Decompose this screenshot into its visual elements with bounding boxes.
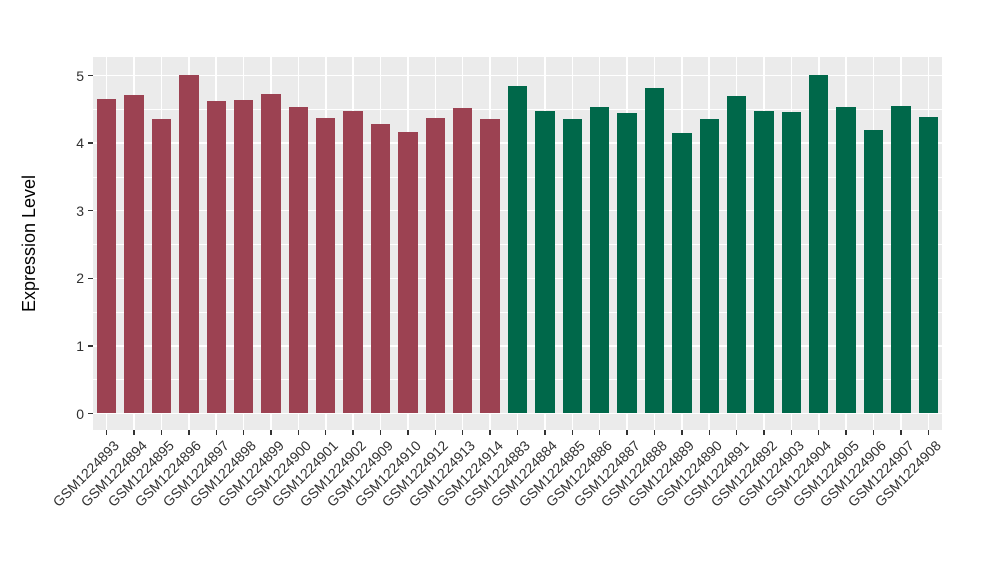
x-tick-mark: [927, 430, 929, 435]
y-tick-mark: [88, 412, 93, 415]
x-tick-mark: [571, 430, 573, 435]
x-tick-mark: [872, 430, 875, 435]
bar-GSM1224887: [617, 112, 637, 414]
x-tick-mark: [489, 430, 491, 435]
y-tick-mark: [88, 142, 93, 144]
x-tick-mark: [516, 430, 519, 435]
bar-GSM1224910: [398, 132, 418, 414]
bar-GSM1224895: [151, 118, 172, 414]
x-tick-mark: [105, 430, 108, 435]
y-axis-title-container: Expression Level: [12, 57, 48, 430]
y-axis-title: Expression Level: [19, 174, 40, 313]
x-tick-mark: [681, 430, 683, 435]
x-tick-mark: [900, 430, 902, 435]
x-tick-mark: [845, 430, 847, 435]
bar-GSM1224899: [261, 94, 281, 414]
x-tick-mark: [188, 430, 190, 435]
bar-GSM1224901: [316, 118, 336, 414]
bar-GSM1224914: [480, 118, 500, 414]
y-tick-label: 3: [76, 202, 84, 219]
x-tick-mark: [598, 430, 601, 435]
x-tick-mark: [215, 430, 217, 435]
bar-GSM1224909: [370, 124, 391, 414]
x-tick-mark: [462, 430, 464, 435]
bar-GSM1224896: [179, 74, 199, 414]
bar-GSM1224897: [206, 101, 226, 414]
x-tick-mark: [352, 430, 354, 435]
x-tick-mark: [653, 430, 656, 435]
x-tick-mark: [297, 430, 300, 435]
bar-GSM1224904: [809, 74, 829, 414]
y-tick-label: 5: [76, 67, 84, 84]
x-tick-mark: [325, 430, 327, 435]
bar-GSM1224883: [507, 86, 528, 414]
bar-GSM1224891: [726, 96, 747, 414]
y-tick-label: 1: [76, 337, 84, 354]
bar-GSM1224905: [836, 107, 856, 414]
bar-GSM1224888: [644, 87, 665, 414]
bar-GSM1224894: [124, 95, 144, 414]
y-tick-label: 2: [76, 270, 84, 287]
x-tick-mark: [434, 430, 437, 435]
bar-GSM1224908: [918, 117, 938, 414]
x-tick-mark: [379, 430, 382, 435]
x-tick-mark: [270, 430, 272, 435]
bar-GSM1224889: [672, 132, 692, 414]
bar-GSM1224912: [425, 118, 446, 414]
bar-GSM1224893: [96, 99, 117, 414]
x-tick-mark: [407, 430, 409, 435]
x-tick-mark: [242, 430, 245, 435]
bar-GSM1224906: [863, 130, 884, 414]
x-tick-mark: [735, 430, 738, 435]
x-tick-mark: [544, 430, 546, 435]
bar-GSM1224890: [699, 118, 719, 414]
y-tick-mark: [88, 345, 93, 347]
x-tick-mark: [818, 430, 820, 435]
y-tick-mark: [88, 277, 93, 279]
bar-GSM1224907: [891, 105, 911, 414]
bar-GSM1224884: [535, 110, 555, 414]
bar-GSM1224900: [288, 106, 309, 414]
x-tick-mark: [133, 430, 135, 435]
y-tick-label: 0: [76, 405, 84, 422]
x-tick-mark: [790, 430, 793, 435]
x-tick-mark: [708, 430, 710, 435]
bar-GSM1224913: [453, 107, 473, 414]
x-tick-mark: [626, 430, 628, 435]
x-tick-mark: [763, 430, 765, 435]
y-tick-mark: [88, 74, 93, 77]
bar-GSM1224892: [754, 110, 774, 414]
bar-GSM1224903: [781, 112, 802, 414]
bar-GSM1224885: [562, 118, 582, 414]
x-tick-mark: [160, 430, 163, 435]
y-tick-mark: [88, 210, 93, 212]
bar-GSM1224898: [233, 99, 254, 414]
bar-GSM1224886: [589, 107, 610, 414]
plot-panel: [93, 57, 942, 430]
bar-GSM1224902: [343, 110, 363, 414]
y-tick-label: 4: [76, 135, 84, 152]
